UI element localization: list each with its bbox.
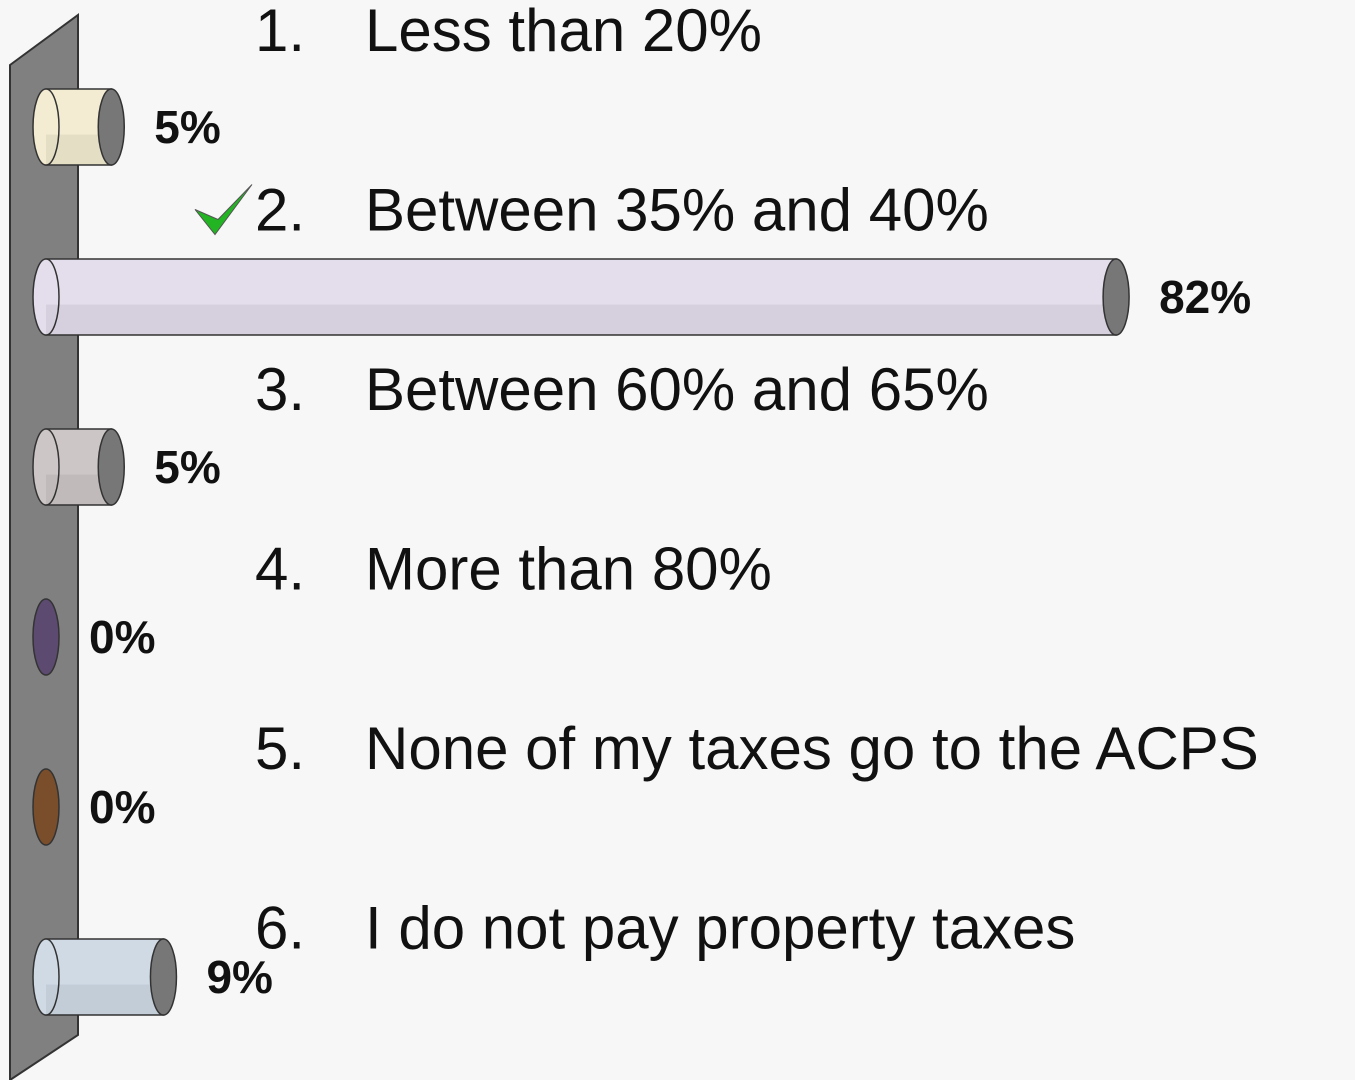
bar-end xyxy=(97,88,125,166)
bar xyxy=(32,768,60,846)
category-label: More than 80% xyxy=(365,535,772,602)
check-mark xyxy=(194,184,253,236)
category-label: Less than 20% xyxy=(365,0,762,64)
value-label: 0% xyxy=(89,781,155,833)
item-number: 2. xyxy=(255,176,305,243)
item-number: 1. xyxy=(255,0,305,64)
bar-start xyxy=(32,938,60,1016)
bar-shade xyxy=(46,304,1117,335)
category-label: Between 35% and 40% xyxy=(365,176,989,243)
bar xyxy=(32,598,60,676)
bar-end xyxy=(97,428,125,506)
bar-shade xyxy=(46,984,164,1015)
bar-start xyxy=(32,428,60,506)
category-label: None of my taxes go to the ACPS xyxy=(365,715,1259,782)
item-number: 6. xyxy=(255,894,305,961)
value-label: 5% xyxy=(154,101,220,153)
category-label: I do not pay property taxes xyxy=(365,894,1075,961)
bar-start xyxy=(32,88,60,166)
wall xyxy=(9,13,79,1080)
category-label: Between 60% and 65% xyxy=(365,356,989,423)
bar-end xyxy=(1102,258,1130,336)
value-label: 5% xyxy=(154,441,220,493)
item-number: 5. xyxy=(255,715,305,782)
value-label: 9% xyxy=(206,951,272,1003)
item-number: 3. xyxy=(255,356,305,423)
value-label: 0% xyxy=(89,611,155,663)
bar xyxy=(45,938,165,1016)
bar-end xyxy=(149,938,178,1016)
item-number: 4. xyxy=(255,535,305,602)
value-label: 82% xyxy=(1159,271,1251,323)
bar-start xyxy=(32,258,60,336)
